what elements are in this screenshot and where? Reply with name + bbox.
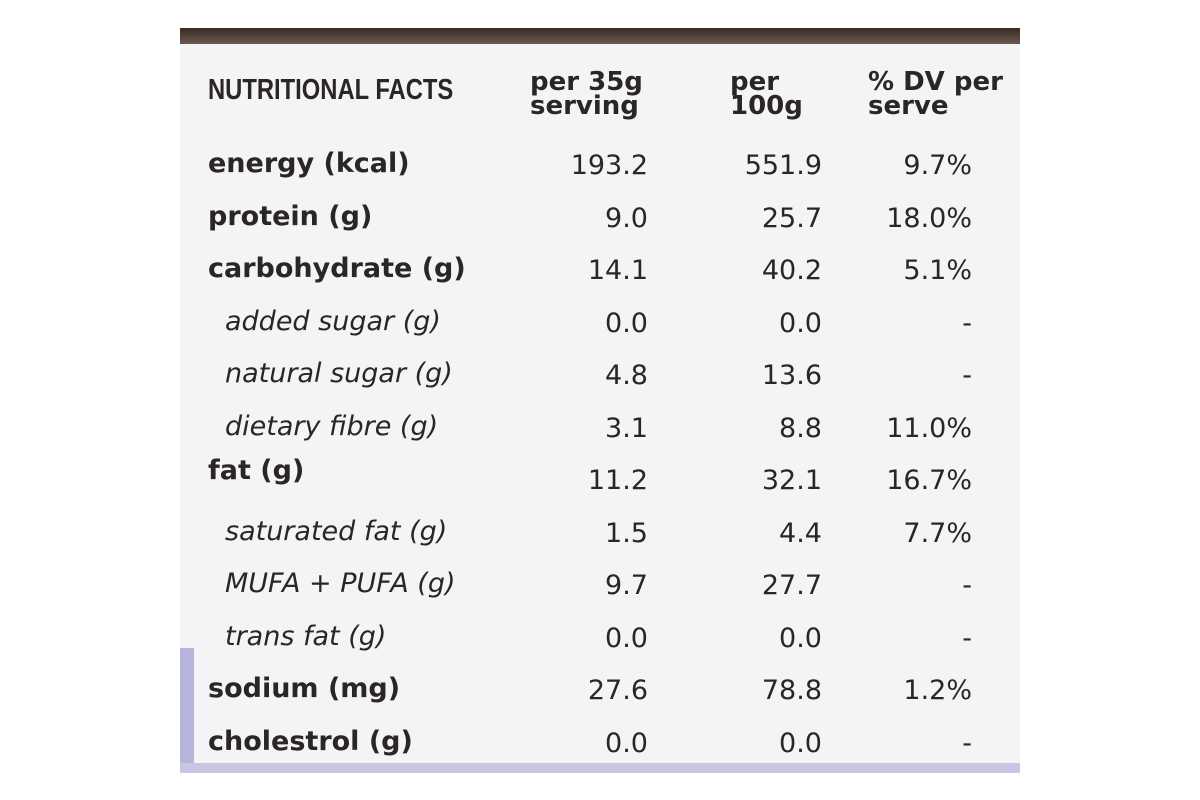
table-cell: 27.7 [761,570,822,601]
jar-lid-edge [180,28,1020,44]
table-cell: 8.8 [779,412,822,444]
table-cell: - [962,307,972,339]
label-accent [180,763,1020,773]
table-cell: - [962,570,972,601]
table-cell: saturated fat (g) [225,515,448,547]
table-cell: 11.0% [886,412,972,444]
table-cell: 18.0% [886,202,972,234]
table-cell: 16.7% [886,465,972,496]
table-cell: - [962,727,972,759]
table-cell: 193.2 [570,150,648,181]
table-cell: 27.6 [587,675,648,706]
table-cell: 32.1 [761,465,822,496]
table-cell: carbohydrate (g) [208,253,466,284]
table-cell: energy (kcal) [208,148,410,179]
table-cell: 0.0 [779,307,822,339]
table-cell: 78.8 [761,675,822,706]
table-cell: 11.2 [587,465,648,496]
table-cell: 4.8 [605,360,648,391]
table-cell: sodium (mg) [208,673,401,704]
table-cell: 0.0 [605,307,648,339]
table-cell: 1.2% [903,675,972,706]
table-cell: added sugar (g) [225,305,441,337]
table-cell: 7.7% [903,517,972,549]
table-cell: 13.6 [761,360,822,391]
table-cell: - [962,360,972,391]
table-cell: dietary fibre (g) [225,410,439,442]
table-cell: 0.0 [605,622,648,654]
table-cell: 9.7% [903,150,972,181]
table-cell: fat (g) [208,455,305,486]
table-cell: 551.9 [744,150,822,181]
table-cell: protein (g) [208,200,373,232]
table-cell: NUTRITIONAL FACTS [208,74,454,106]
table-cell: MUFA + PUFA (g) [225,568,456,599]
nutrition-label: NUTRITIONAL FACTS per 35g serving per 100g… [180,28,1020,773]
table-cell: per 100g [730,67,803,121]
table-cell: 14.1 [587,255,648,286]
table-cell: 3.1 [605,412,648,444]
table-cell: - [962,622,972,654]
table-cell: trans fat (g) [225,620,387,652]
table-cell: 0.0 [779,727,822,759]
table-cell: 1.5 [605,517,648,549]
table-cell: 0.0 [779,622,822,654]
table-cell: natural sugar (g) [225,358,453,389]
table-cell: 5.1% [903,255,972,286]
table-cell: 25.7 [761,202,822,234]
table-cell: 9.7 [605,570,648,601]
table-cell: 0.0 [605,727,648,759]
table-cell: cholestrol (g) [208,725,413,757]
label-accent [180,648,194,773]
table-cell: % DV per serve [868,67,1003,121]
table-cell: 40.2 [761,255,822,286]
table-cell: 4.4 [779,517,822,549]
table-cell: 9.0 [605,202,648,234]
table-cell: per 35g serving [530,67,643,121]
